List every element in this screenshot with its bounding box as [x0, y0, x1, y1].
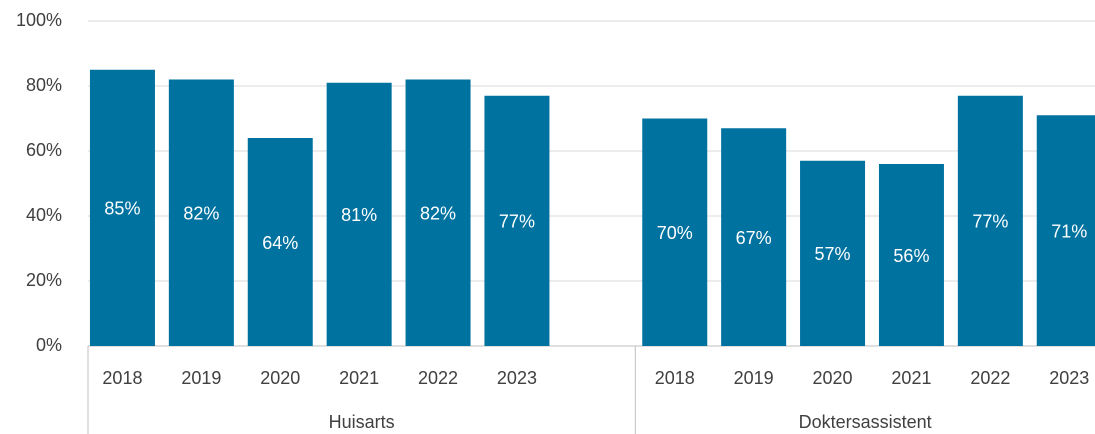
bar [1036, 115, 1095, 346]
data-label: 77% [499, 212, 535, 232]
x-tick-label: 2021 [339, 368, 379, 388]
bar [326, 82, 392, 346]
data-label: 67% [736, 228, 772, 248]
bar [168, 79, 234, 346]
group-label: Doktersassistent [799, 412, 932, 432]
y-tick-label: 60% [26, 140, 62, 160]
data-label: 64% [262, 233, 298, 253]
y-tick-label: 20% [26, 270, 62, 290]
data-label: 70% [657, 223, 693, 243]
bar [89, 69, 155, 346]
bar [405, 79, 471, 346]
x-tick-label: 2020 [813, 368, 853, 388]
x-tick-label: 2018 [102, 368, 142, 388]
x-tick-label: 2019 [181, 368, 221, 388]
data-label: 82% [420, 204, 456, 224]
x-tick-label: 2019 [734, 368, 774, 388]
group-label: Huisarts [329, 412, 395, 432]
x-tick-label: 2022 [970, 368, 1010, 388]
y-tick-label: 0% [36, 335, 62, 355]
bar [957, 95, 1023, 346]
data-label: 71% [1051, 221, 1087, 241]
data-label: 57% [815, 244, 851, 264]
data-label: 85% [104, 199, 140, 219]
y-tick-label: 100% [16, 10, 62, 30]
data-label: 77% [972, 212, 1008, 232]
bar [642, 118, 708, 346]
y-tick-label: 80% [26, 75, 62, 95]
bar [247, 138, 313, 346]
data-label: 56% [893, 246, 929, 266]
x-tick-label: 2023 [1049, 368, 1089, 388]
bar [878, 164, 944, 346]
x-tick-label: 2023 [497, 368, 537, 388]
x-tick-label: 2020 [260, 368, 300, 388]
data-label: 82% [183, 204, 219, 224]
x-tick-label: 2022 [418, 368, 458, 388]
x-tick-label: 2018 [655, 368, 695, 388]
bar [484, 95, 550, 346]
x-tick-label: 2021 [891, 368, 931, 388]
data-label: 81% [341, 205, 377, 225]
bar [800, 160, 866, 346]
y-tick-label: 40% [26, 205, 62, 225]
bar [721, 128, 787, 346]
